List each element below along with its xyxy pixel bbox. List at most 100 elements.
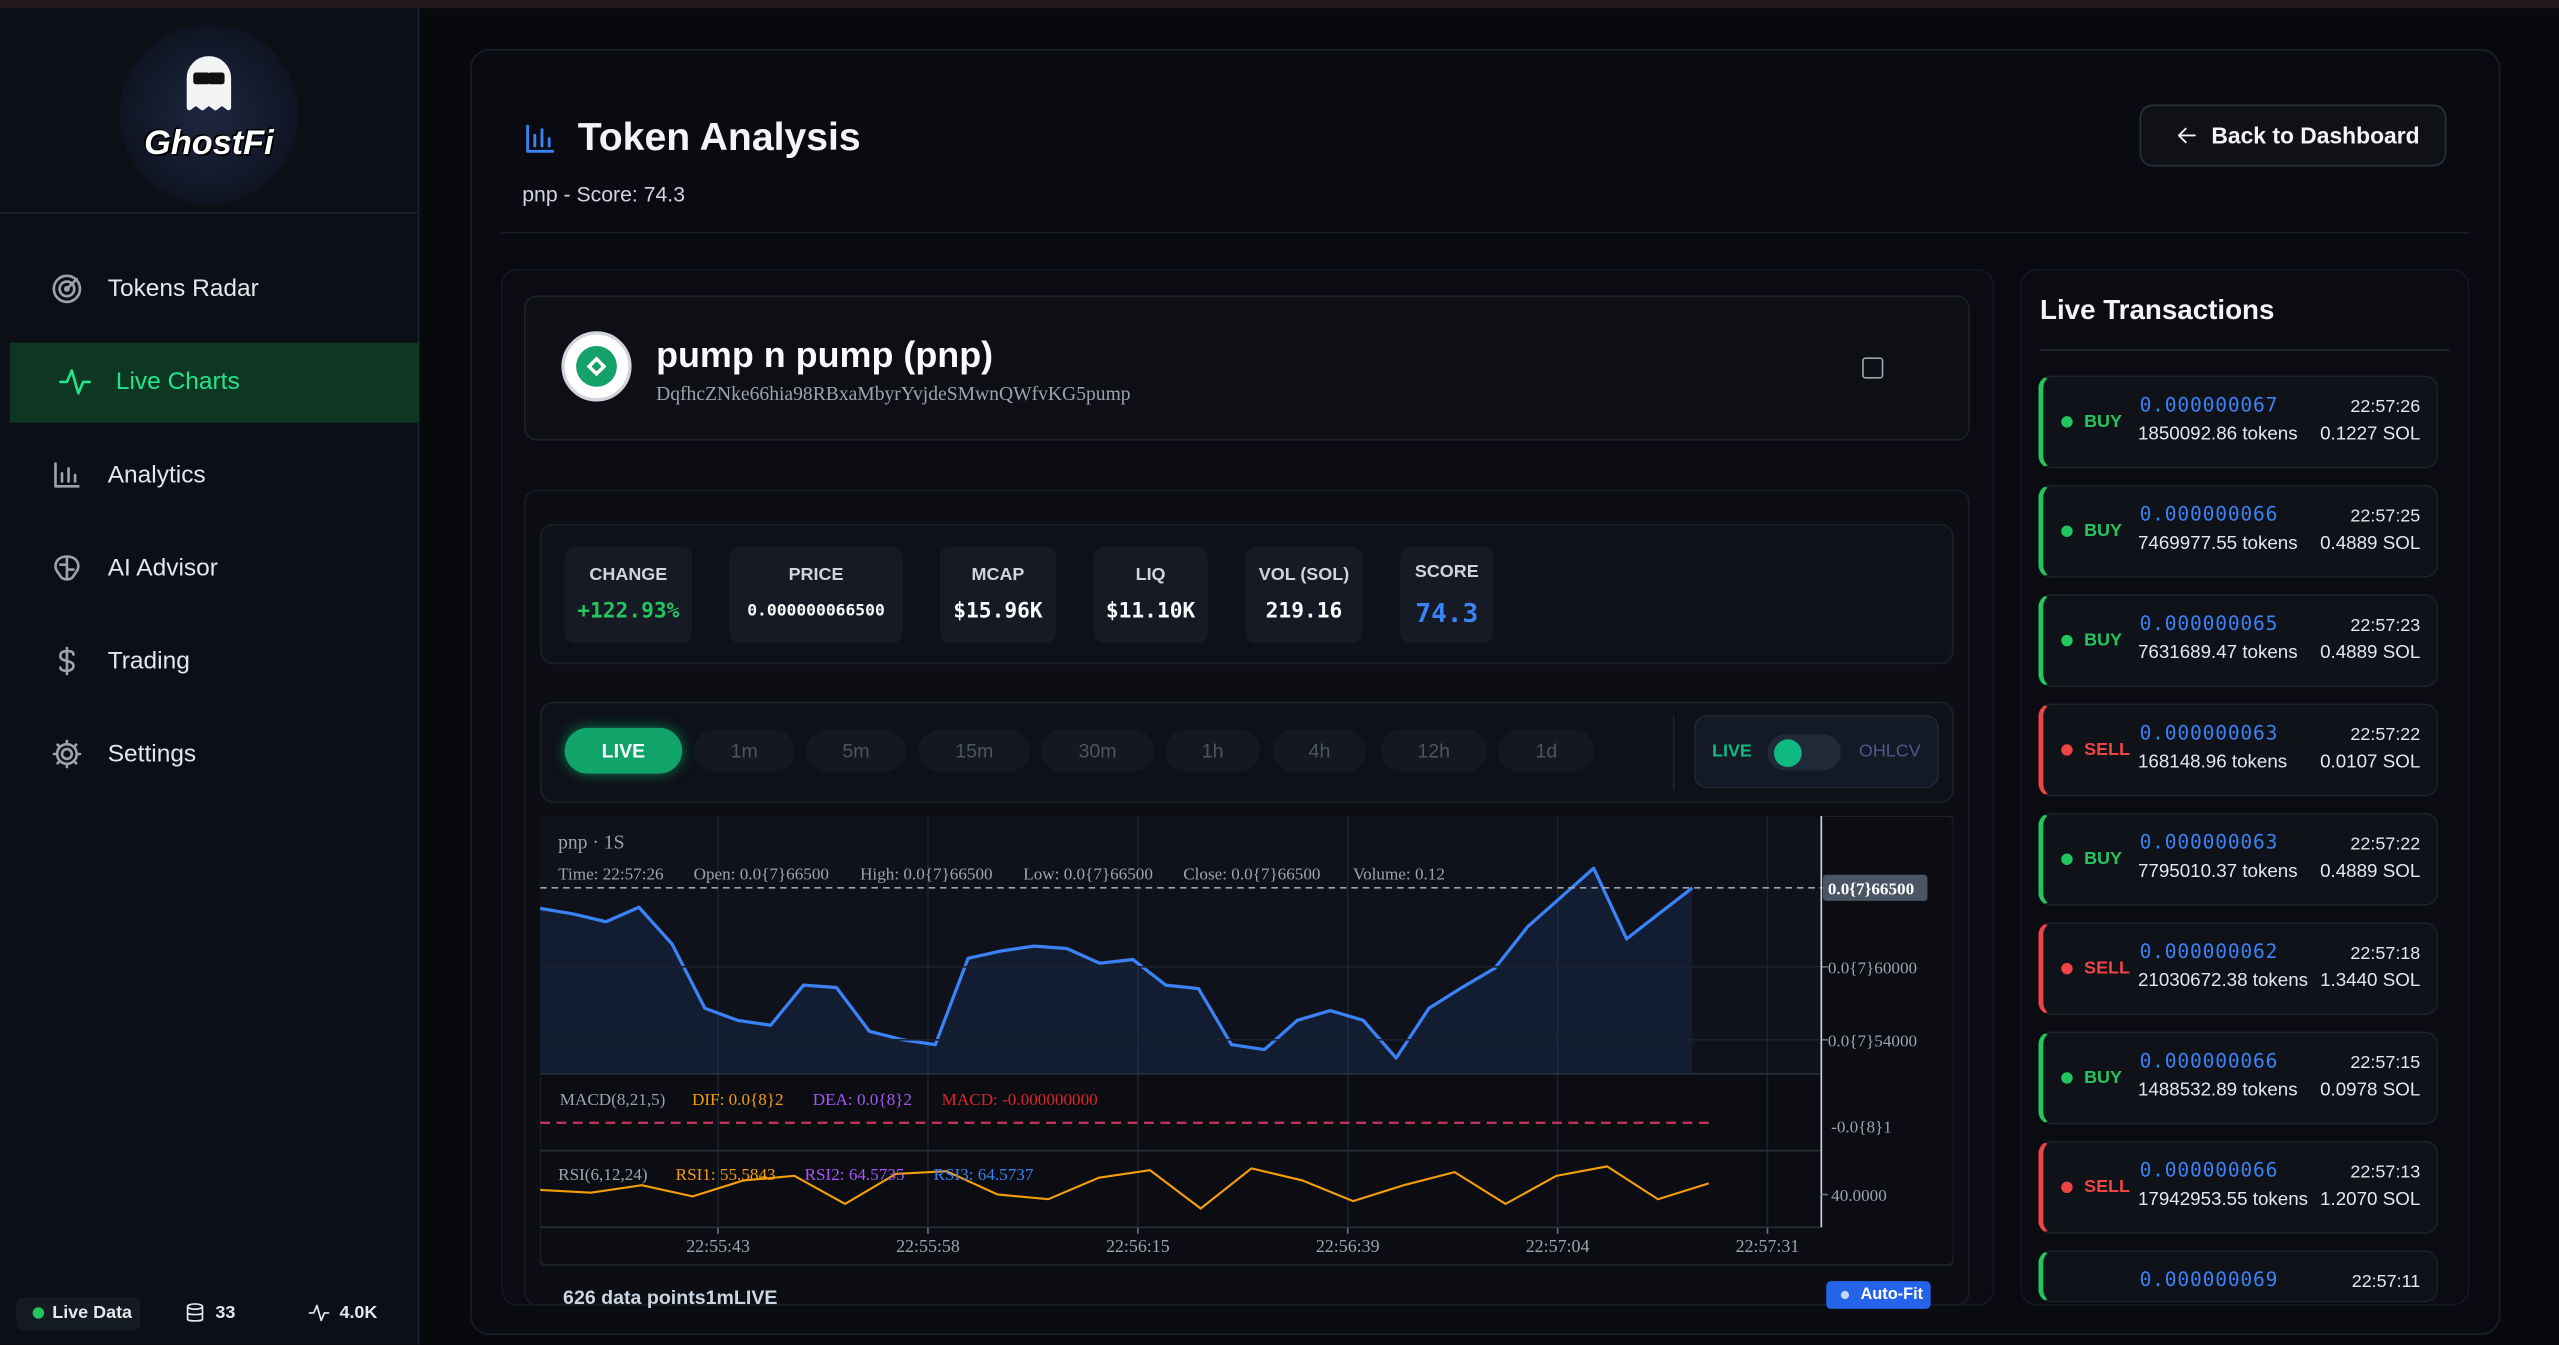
transaction-type: SELL <box>2084 1177 2130 1198</box>
transaction-amount: 17942953.55 tokens <box>2137 1190 2309 1210</box>
icon-shape <box>186 56 232 111</box>
icon-shape <box>526 124 555 153</box>
transaction-time: 22:57:23 <box>2350 616 2421 636</box>
nav-icon <box>51 738 84 771</box>
x-tick-label: 22:57:04 <box>1526 1236 1590 1256</box>
timeframe-button[interactable] <box>1380 729 1487 772</box>
nav-icon <box>51 459 84 492</box>
share-icon[interactable] <box>1862 357 1884 379</box>
transaction-time: 22:57:18 <box>2350 944 2421 964</box>
stat-card <box>940 546 1056 644</box>
stat-value: +122.93% <box>577 599 680 625</box>
icon-shape <box>58 280 76 298</box>
token-count: 33 <box>215 1303 236 1323</box>
timeframe-button[interactable] <box>806 729 906 772</box>
token-address: DqfhcZNke66hia98RBxaMbyrYvjdeSMwnQWfvKG5… <box>656 381 1131 405</box>
timeframe-button[interactable] <box>1041 729 1154 772</box>
icon-shape <box>186 1312 204 1316</box>
back-button-label[interactable]: Back to Dashboard <box>2211 122 2420 149</box>
timeframe-button[interactable] <box>1165 729 1260 772</box>
timeframe-button[interactable] <box>693 729 795 772</box>
y-tick-label: 40.0000 <box>1831 1186 1887 1205</box>
transaction-card <box>2038 812 2439 906</box>
type-dot <box>2061 416 2073 428</box>
live-button[interactable] <box>564 727 683 774</box>
type-dot <box>2061 962 2073 975</box>
timeframe-label[interactable]: 12h <box>1417 739 1451 763</box>
nav-item[interactable]: Tokens Radar <box>107 274 259 303</box>
icon-shape <box>186 1303 204 1322</box>
nav-item[interactable]: Live Charts <box>115 368 240 396</box>
icon-shape <box>308 1304 330 1322</box>
timeframe-button[interactable] <box>918 729 1030 772</box>
timeframe-label[interactable]: 1h <box>1201 739 1224 763</box>
page-subtitle: pnp - Score: 74.3 <box>522 181 686 207</box>
timeframe-button[interactable] <box>1272 729 1367 772</box>
stat-card <box>564 546 692 644</box>
transaction-price: 0.000000069 <box>2139 1268 2279 1291</box>
nav-item[interactable]: Settings <box>107 740 197 768</box>
title-icon <box>522 121 558 157</box>
icon-shape <box>52 739 82 769</box>
toggle-knob <box>1774 739 1802 768</box>
type-dot <box>2061 853 2073 865</box>
autofit-label[interactable]: Auto-Fit <box>1860 1286 1924 1304</box>
autofit-dot <box>1840 1290 1850 1300</box>
transaction-price: 0.000000065 <box>2139 612 2279 635</box>
icon-shape <box>65 277 79 291</box>
nav-item[interactable]: AI Advisor <box>107 554 218 582</box>
icon-shape <box>586 356 607 376</box>
transaction-sol: 0.0107 SOL <box>2320 752 2421 773</box>
icon-shape <box>54 555 80 581</box>
timeframe-label[interactable]: 5m <box>842 739 870 763</box>
stat-label: LIQ <box>1135 565 1166 586</box>
icon-shape <box>59 369 92 395</box>
price-area <box>540 868 1693 1074</box>
live-button-label[interactable]: LIVE <box>601 739 646 763</box>
icon-shape <box>186 1303 204 1311</box>
ohlc-legend: Time: 22:57:26 <box>558 865 664 884</box>
transaction-card <box>2038 1140 2439 1234</box>
transaction-type: SELL <box>2084 740 2130 760</box>
transaction-sol: 1.2070 SOL <box>2320 1190 2421 1210</box>
timeframe-label[interactable]: 1d <box>1535 739 1558 763</box>
divider <box>501 231 2470 234</box>
transaction-amount: 1850092.86 tokens <box>2137 424 2298 445</box>
nav-item[interactable]: Analytics <box>107 461 206 489</box>
timeframe-label[interactable]: 30m <box>1078 739 1117 763</box>
timeframe-button[interactable] <box>1498 729 1595 772</box>
nav-icon <box>51 645 84 678</box>
stat-value: 74.3 <box>1415 597 1479 629</box>
icon-shape <box>186 1305 204 1322</box>
icon-shape <box>526 124 555 153</box>
nav-item[interactable]: Trading <box>107 647 190 675</box>
transaction-sol: 0.4889 SOL <box>2320 534 2421 554</box>
transaction-type: BUY <box>2084 521 2123 542</box>
back-button[interactable] <box>2139 104 2447 167</box>
type-dot <box>2061 634 2073 647</box>
transaction-price: 0.000000066 <box>2139 1049 2279 1073</box>
transaction-time: 22:57:25 <box>2350 506 2421 527</box>
top-bar <box>0 0 2559 9</box>
rsi-legend: RSI1: 55.5843 <box>676 1165 776 1184</box>
transaction-card <box>2038 1031 2439 1125</box>
price-pane-bg <box>540 816 1822 1074</box>
icon-shape <box>59 369 92 395</box>
macd-legend: DIF: 0.0{8}2 <box>692 1090 784 1109</box>
timeframe-label[interactable]: 4h <box>1308 739 1331 763</box>
nav-icon <box>51 552 84 585</box>
timeframe-label[interactable]: 15m <box>955 739 994 763</box>
transaction-price: 0.000000066 <box>2139 502 2279 526</box>
transaction-sol: 1.3440 SOL <box>2320 971 2421 992</box>
timeframe-label[interactable]: 1m <box>730 739 758 763</box>
transaction-time: 22:57:13 <box>2350 1162 2421 1183</box>
macd-legend: MACD(8,21,5) <box>560 1090 666 1109</box>
transaction-price: 0.000000066 <box>2139 1158 2279 1182</box>
transaction-time: 22:57:26 <box>2350 397 2421 417</box>
icon-shape <box>2177 127 2196 144</box>
transaction-card <box>2038 703 2439 797</box>
icon-shape <box>54 462 80 488</box>
nav-active-bg <box>9 342 420 423</box>
